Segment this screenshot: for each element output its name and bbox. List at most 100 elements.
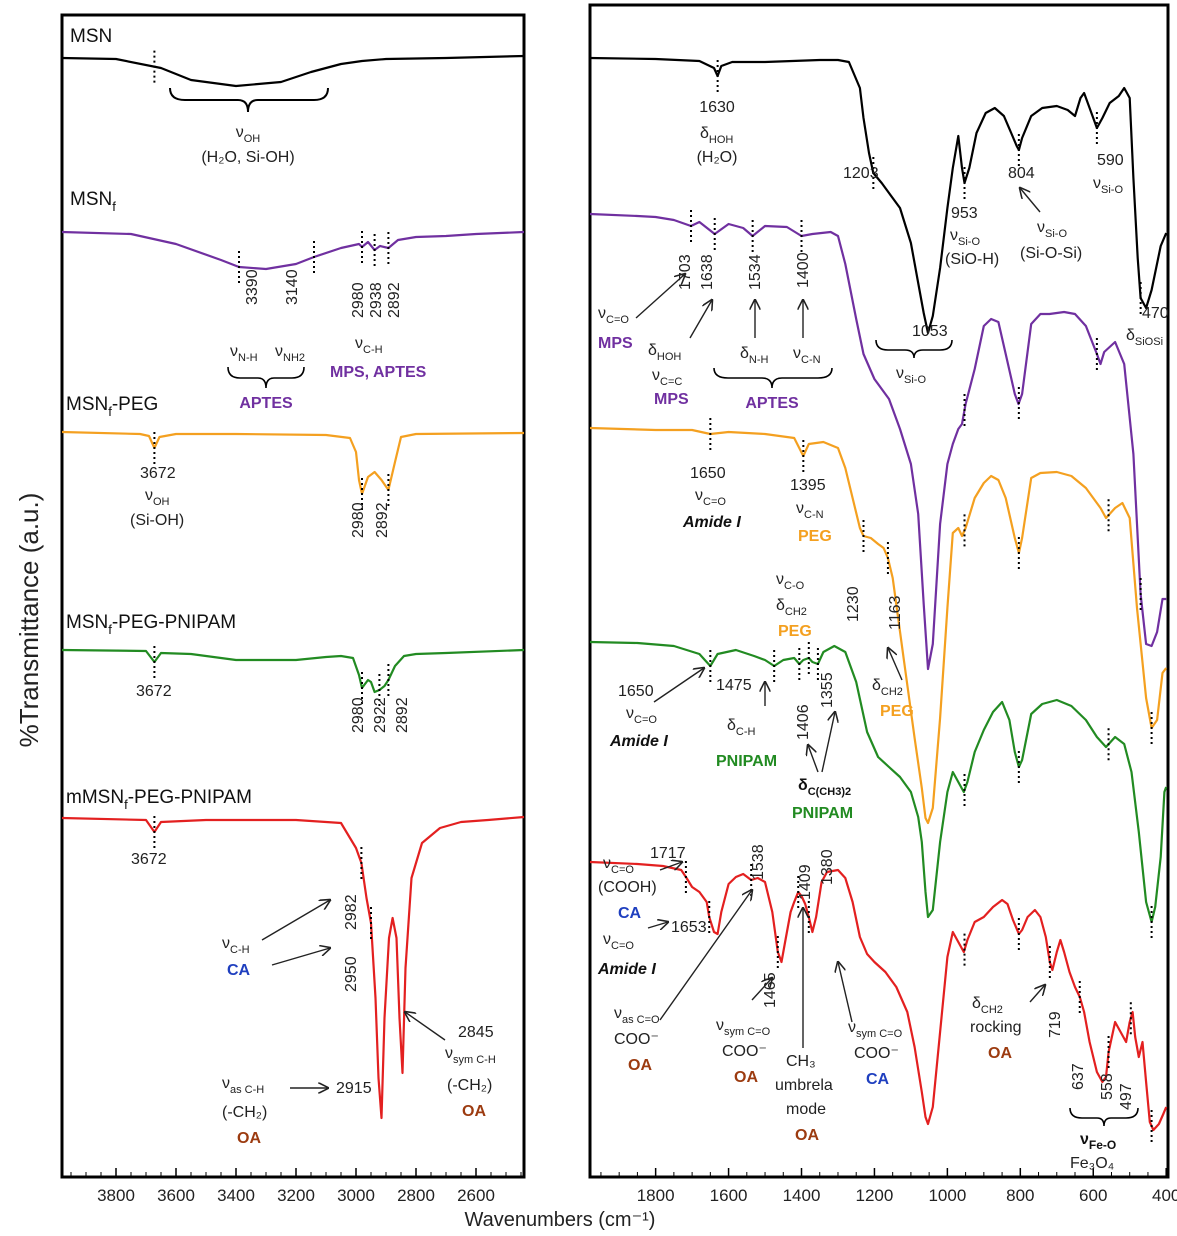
label-peg-2: PEG bbox=[778, 623, 812, 640]
arrow-1163 bbox=[888, 648, 903, 681]
label-mode: mode bbox=[786, 1101, 826, 1118]
label-delta-ch2-peg: δCH2 bbox=[872, 677, 903, 698]
arrow-1703 bbox=[635, 274, 685, 319]
x-tick-label: 3400 bbox=[217, 1186, 255, 1205]
arrow-719 bbox=[1029, 985, 1045, 1003]
arrow-1638 bbox=[689, 300, 712, 339]
spectra bbox=[61, 54, 1168, 1132]
x-tick-label: 1600 bbox=[710, 1186, 748, 1205]
peak-590: 590 bbox=[1097, 152, 1124, 169]
peak-2915: 2915 bbox=[336, 1080, 372, 1097]
peak-2982: 2982 bbox=[343, 894, 360, 930]
peak-497: 497 bbox=[1118, 1083, 1135, 1110]
label-rocking: rocking bbox=[970, 1019, 1022, 1036]
peak-2980-peg: 2980 bbox=[350, 502, 367, 538]
label-ca-right-1: CA bbox=[618, 905, 642, 922]
label-nu-co-amide: νC=O bbox=[603, 931, 634, 952]
label-delta-cch32: δC(CH3)2 bbox=[798, 777, 851, 798]
peak-2980-pnipam: 2980 bbox=[350, 697, 367, 733]
brace-feo bbox=[1069, 1107, 1139, 1127]
left-panel-frame bbox=[60, 13, 526, 1179]
label-mps-aptes: MPS, APTES bbox=[330, 364, 427, 381]
arrow-1538 bbox=[659, 890, 752, 1021]
peak-1400: 1400 bbox=[795, 252, 812, 288]
label-amide-pnipam: Amide I bbox=[609, 733, 668, 750]
label-nu-ch-f: νC-H bbox=[355, 335, 383, 356]
label-nu-feo: νFe-O bbox=[1080, 1131, 1116, 1152]
label-ch3: CH₃ bbox=[786, 1053, 816, 1070]
label-nu-nh2: νNH2 bbox=[275, 343, 305, 364]
series-msnf-peg-panel-left bbox=[61, 430, 525, 496]
label-mps-2: MPS bbox=[654, 391, 689, 408]
peak-2922-pnipam: 2922 bbox=[372, 697, 389, 733]
peak-1230: 1230 bbox=[845, 586, 862, 622]
right-panel-frame bbox=[588, 3, 1170, 1179]
peak-2938-f: 2938 bbox=[368, 282, 385, 318]
label-mps-1: MPS bbox=[598, 335, 633, 352]
x-tick-label: 1400 bbox=[783, 1186, 821, 1205]
series-mmsnf-peg-pnipam-panel-right bbox=[589, 860, 1168, 1132]
label-oa-left-2: OA bbox=[237, 1130, 261, 1147]
y-axis-label: %Transmittance (a.u.) bbox=[14, 493, 44, 748]
brace-aptes-right bbox=[713, 367, 833, 389]
peak-2950: 2950 bbox=[343, 956, 360, 992]
peak-1475: 1475 bbox=[716, 677, 752, 694]
brace-oh bbox=[169, 87, 329, 113]
peak-1355: 1355 bbox=[819, 672, 836, 708]
peak-1163: 1163 bbox=[887, 595, 904, 630]
peak-1703: 1703 bbox=[677, 254, 694, 290]
arrow-1406 bbox=[808, 745, 819, 773]
peak-470: 470 bbox=[1142, 305, 1169, 322]
x-tick-label: 2600 bbox=[457, 1186, 495, 1205]
label-nu-co-mps: νC=O bbox=[598, 305, 629, 326]
x-tick-label: 2800 bbox=[397, 1186, 435, 1205]
peak-1650-pnipam: 1650 bbox=[618, 683, 654, 700]
series-msn-panel-left bbox=[61, 54, 525, 88]
label-coo-1: COO⁻ bbox=[614, 1031, 659, 1048]
brace-aptes bbox=[227, 366, 305, 389]
right-x-axis: 1800 1600 1400 1200 1000 800 600 400 bbox=[600, 1168, 1177, 1205]
peak-3140: 3140 bbox=[284, 269, 301, 305]
label-oa-right-4: OA bbox=[988, 1045, 1012, 1062]
arrow-804 bbox=[1020, 188, 1041, 213]
peak-1534: 1534 bbox=[747, 254, 764, 290]
arrow-1465 bbox=[751, 978, 772, 1001]
arrow-1650 bbox=[653, 668, 704, 703]
label-delta-ch: δC-H bbox=[727, 717, 756, 738]
label-nu-sio-silh: νSi-O bbox=[950, 227, 980, 248]
peak-1409: 1409 bbox=[797, 864, 814, 900]
series-msnf-peg-pnipam-panel-left bbox=[61, 648, 525, 694]
label-siosi: (Si-O-Si) bbox=[1020, 245, 1082, 262]
label-oa-right-2: OA bbox=[734, 1069, 758, 1086]
label-nu-oh-peg: νOH bbox=[145, 487, 170, 508]
label-aptes-left: APTES bbox=[239, 395, 293, 412]
peak-1203: 1203 bbox=[843, 165, 879, 182]
label-peg-3: PEG bbox=[880, 703, 914, 720]
label-fe3o4: Fe₃O₄ bbox=[1070, 1155, 1114, 1172]
left-x-axis: 3800 3600 3400 3200 3000 2800 2600 bbox=[70, 1168, 522, 1205]
label-oa-left-1: OA bbox=[462, 1103, 486, 1120]
x-tick-label: 3200 bbox=[277, 1186, 315, 1205]
label-delta-siosi: δSiOSi bbox=[1126, 327, 1163, 348]
right-annotations: 1630 δHOH (H₂O) 1203 953 νSi-O (SiO-H) 8… bbox=[597, 99, 1169, 1172]
peak-1465: 1465 bbox=[762, 972, 779, 1008]
label-nu-sio-main: νSi-O bbox=[896, 365, 926, 386]
peak-2892-pnipam: 2892 bbox=[394, 697, 411, 733]
label-ca-right-2: CA bbox=[866, 1071, 890, 1088]
label-amide-m: Amide I bbox=[597, 961, 656, 978]
label-coo-2: COO⁻ bbox=[722, 1043, 767, 1060]
label-delta-ch2: δCH2 bbox=[776, 597, 807, 618]
label-coo-3: COO⁻ bbox=[854, 1045, 899, 1062]
label-nu-sym-co-1: νsym C=O bbox=[716, 1017, 771, 1038]
arrow-1717 bbox=[659, 862, 682, 870]
label-nu-cn-peg: νC-N bbox=[796, 500, 824, 521]
label-nu-as-ch: νas C-H bbox=[222, 1075, 264, 1096]
series-msnf-panel-right bbox=[589, 212, 1167, 671]
label-nu-co-cooh: νC=O bbox=[603, 855, 634, 876]
label-sioh: (Si-OH) bbox=[130, 512, 184, 529]
label-delta-hoh: δHOH bbox=[700, 125, 733, 146]
x-tick-label: 1200 bbox=[856, 1186, 894, 1205]
x-tick-label: 800 bbox=[1006, 1186, 1034, 1205]
arrow-1380 bbox=[838, 962, 853, 1023]
peak-1653: 1653 bbox=[671, 919, 707, 936]
